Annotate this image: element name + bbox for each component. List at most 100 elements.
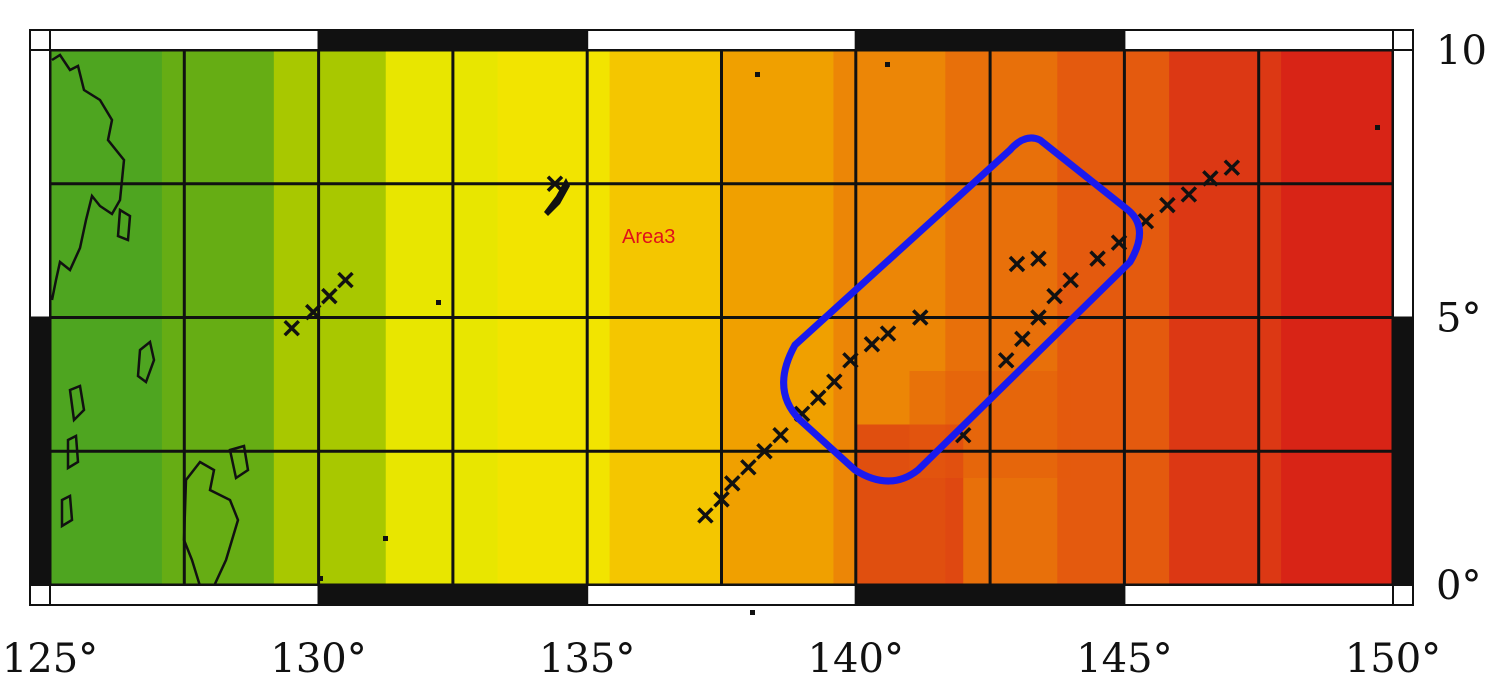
longitude-tick-labels: 125° 130° 135° 140° 145° 150°: [2, 636, 1441, 682]
marker-stroke: [879, 325, 897, 342]
region-outline: [780, 134, 1143, 485]
marker-cross: [1014, 330, 1031, 348]
frame-segment-bottom: [854, 584, 1126, 606]
frame-segment-top: [317, 29, 589, 51]
frame-segment-top: [49, 29, 320, 51]
marker-stroke: [1030, 309, 1047, 326]
marker-stroke: [1223, 159, 1241, 176]
marker-cross: [740, 459, 757, 476]
event-markers: [283, 159, 1241, 524]
marker-cross: [1030, 309, 1047, 326]
longitude-tick-label: 145°: [1076, 636, 1172, 682]
frame-segment-left: [29, 316, 51, 586]
marker-cross: [546, 175, 564, 192]
frame-segment-right: [1392, 316, 1414, 586]
frame-segment-bottom: [586, 584, 857, 606]
marker-stroke: [912, 309, 929, 326]
coastline: [68, 384, 86, 423]
marker-stroke: [1180, 186, 1198, 203]
marker-stroke: [842, 352, 859, 369]
marker-stroke: [997, 352, 1015, 369]
marker-cross: [842, 352, 859, 369]
latitude-tick-labels: 0° 5° 10: [1436, 28, 1485, 609]
marker-cross: [756, 443, 773, 460]
marker-cross: [321, 287, 338, 305]
frame-segment-bottom: [1123, 584, 1395, 606]
marker-cross: [1008, 255, 1026, 273]
marker-cross: [1030, 250, 1047, 267]
frame-segment-top: [586, 29, 857, 51]
marker-cross: [713, 491, 730, 508]
marker-stroke: [713, 491, 730, 508]
frame-segment-right: [1392, 49, 1414, 319]
marker-cross: [724, 475, 741, 492]
marker-stroke: [697, 507, 714, 524]
coastline: [136, 339, 156, 385]
marker-stroke: [1030, 250, 1047, 267]
marker-stroke: [740, 459, 757, 476]
longitude-tick-label: 125°: [2, 636, 98, 682]
marker-stroke: [955, 426, 972, 444]
island: [885, 62, 890, 67]
marker-stroke: [826, 373, 843, 390]
marker-stroke: [1062, 271, 1079, 289]
marker-cross: [697, 507, 714, 524]
marker-cross: [772, 426, 789, 444]
frame-corner: [1392, 584, 1414, 606]
marker-cross: [826, 373, 843, 390]
island: [436, 300, 441, 305]
frame-segment-left: [29, 49, 51, 319]
marker-stroke: [321, 287, 338, 305]
longitude-tick-label: 140°: [808, 636, 904, 682]
area-label: Area3: [622, 226, 675, 248]
frame-segment-bottom: [317, 584, 589, 606]
frame-segment-top: [854, 29, 1126, 51]
marker-stroke: [304, 303, 322, 321]
coastline: [228, 444, 250, 481]
marker-stroke: [809, 389, 827, 406]
marker-cross: [1180, 186, 1198, 203]
marker-cross: [1202, 170, 1219, 187]
island: [750, 610, 755, 615]
frame-segment-bottom: [49, 584, 320, 606]
frame-corner: [1392, 29, 1414, 51]
marker-stroke: [1202, 170, 1219, 187]
coastline: [50, 53, 126, 301]
marker-stroke: [1014, 330, 1031, 348]
marker-cross: [997, 352, 1015, 369]
marker-stroke: [1159, 196, 1176, 214]
marker-cross: [1110, 234, 1128, 251]
marker-stroke: [546, 175, 564, 192]
longitude-tick-label: 150°: [1345, 636, 1441, 682]
marker-stroke: [1089, 250, 1106, 267]
marker-cross: [1046, 287, 1063, 305]
marker-cross: [1223, 159, 1241, 176]
longitude-tick-label: 135°: [539, 636, 635, 682]
marker-stroke: [1008, 255, 1026, 273]
map-frame: [29, 29, 1414, 606]
marker-cross: [809, 389, 827, 406]
latitude-tick-label: 5°: [1436, 296, 1481, 342]
marker-stroke: [1110, 234, 1128, 251]
island: [383, 536, 388, 541]
marker-stroke: [724, 475, 741, 492]
frame-corner: [29, 29, 51, 51]
latitude-tick-label: 10: [1436, 28, 1485, 74]
marker-cross: [1062, 271, 1079, 289]
marker-cross: [304, 303, 322, 321]
marker-cross: [337, 271, 354, 289]
marker-cross: [863, 336, 881, 353]
marker-cross: [879, 325, 897, 342]
island: [318, 576, 323, 581]
marker-stroke: [337, 271, 354, 289]
coastline: [66, 434, 80, 471]
marker-cross: [283, 319, 300, 337]
island: [544, 178, 570, 216]
island: [755, 72, 760, 77]
coastline: [182, 460, 240, 588]
marker-cross: [1159, 196, 1176, 214]
land-islands: [50, 53, 1380, 615]
frame-segment-top: [1123, 29, 1395, 51]
frame-corner: [29, 584, 51, 606]
